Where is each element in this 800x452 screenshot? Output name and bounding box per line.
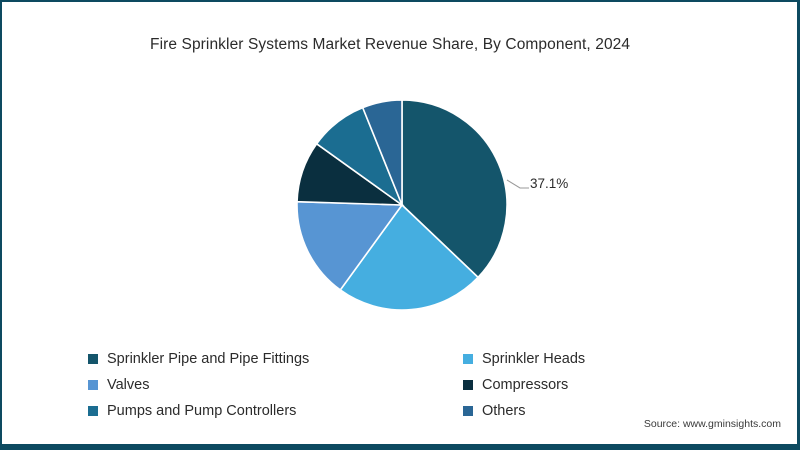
pie-slice[interactable]	[361, 99, 403, 206]
legend-item-valves[interactable]: Valves	[88, 378, 463, 393]
legend-swatch-icon	[88, 380, 98, 390]
pie-slice[interactable]	[401, 99, 508, 279]
chart-title: Fire Sprinkler Systems Market Revenue Sh…	[150, 36, 631, 53]
pie-slice[interactable]	[296, 200, 404, 292]
legend-item-sprinkler-pipe-and-pipe-fittings[interactable]: Sprinkler Pipe and Pipe Fittings	[88, 352, 463, 367]
legend-item-label: Others	[482, 402, 526, 419]
legend-swatch-icon	[88, 354, 98, 364]
legend-swatch-icon	[463, 380, 473, 390]
legend-item-sprinkler-heads[interactable]: Sprinkler Heads	[463, 352, 748, 367]
legend-item-label: Sprinkler Heads	[482, 350, 586, 367]
slice-percent-label: 37.1%	[530, 176, 569, 191]
source-credit: Source: www.gminsights.com	[643, 418, 781, 430]
legend-swatch-icon	[463, 354, 473, 364]
legend-item-label: Sprinkler Pipe and Pipe Fittings	[107, 350, 310, 367]
pie-slice[interactable]	[339, 203, 480, 311]
pie-slice-group	[296, 99, 508, 311]
legend-swatch-icon	[88, 406, 98, 416]
legend: Sprinkler Pipe and Pipe Fittings Sprinkle…	[88, 346, 748, 424]
legend-item-label: Compressors	[482, 376, 569, 393]
legend-swatch-icon	[463, 406, 473, 416]
pie-slice[interactable]	[296, 142, 405, 206]
legend-item-label: Valves	[107, 376, 150, 393]
legend-item-compressors[interactable]: Compressors	[463, 378, 748, 393]
legend-item-pumps-and-pump-controllers[interactable]: Pumps and Pump Controllers	[88, 404, 463, 419]
callout-leader-line	[506, 179, 529, 189]
pie-slice[interactable]	[315, 106, 404, 208]
legend-item-label: Pumps and Pump Controllers	[107, 402, 297, 419]
legend-item-others[interactable]: Others	[463, 404, 748, 419]
